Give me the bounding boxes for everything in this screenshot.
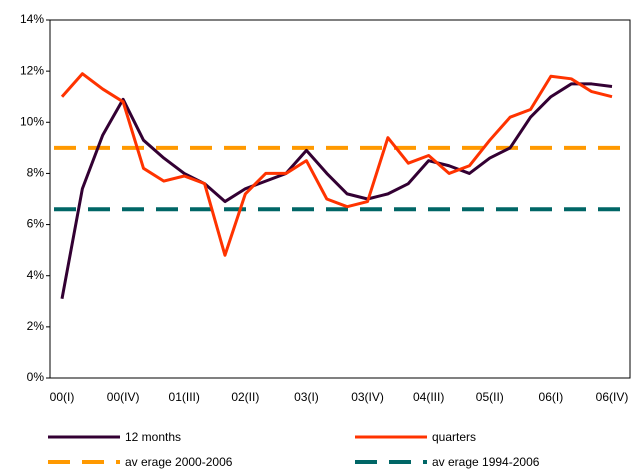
y-tick-label: 8% [27, 166, 45, 180]
x-tick-label: 05(II) [476, 390, 504, 404]
y-tick-label: 0% [27, 370, 45, 384]
legend-label: 12 months [125, 430, 181, 444]
series-line [60, 72, 613, 257]
x-tick-label: 06(I) [539, 390, 564, 404]
y-tick-label: 4% [27, 268, 45, 282]
legend-label: av erage 2000-2006 [125, 455, 233, 469]
x-tick-label: 03(IV) [351, 390, 384, 404]
series-line [60, 82, 613, 300]
plot-frame [49, 19, 631, 379]
y-tick-label: 2% [27, 319, 45, 333]
x-tick-label: 02(II) [231, 390, 259, 404]
legend-label: quarters [432, 430, 476, 444]
x-tick-label: 00(IV) [107, 390, 140, 404]
x-tick-label: 00(I) [50, 390, 75, 404]
y-tick-label: 14% [20, 12, 44, 26]
y-tick-label: 10% [20, 114, 44, 128]
x-tick-label: 06(IV) [596, 390, 629, 404]
x-tick-label: 03(I) [294, 390, 319, 404]
x-tick-label: 04(III) [413, 390, 444, 404]
y-tick-label: 12% [20, 63, 44, 77]
y-tick-label: 6% [27, 217, 45, 231]
legend-label: av erage 1994-2006 [432, 455, 540, 469]
x-tick-label: 01(III) [169, 390, 200, 404]
